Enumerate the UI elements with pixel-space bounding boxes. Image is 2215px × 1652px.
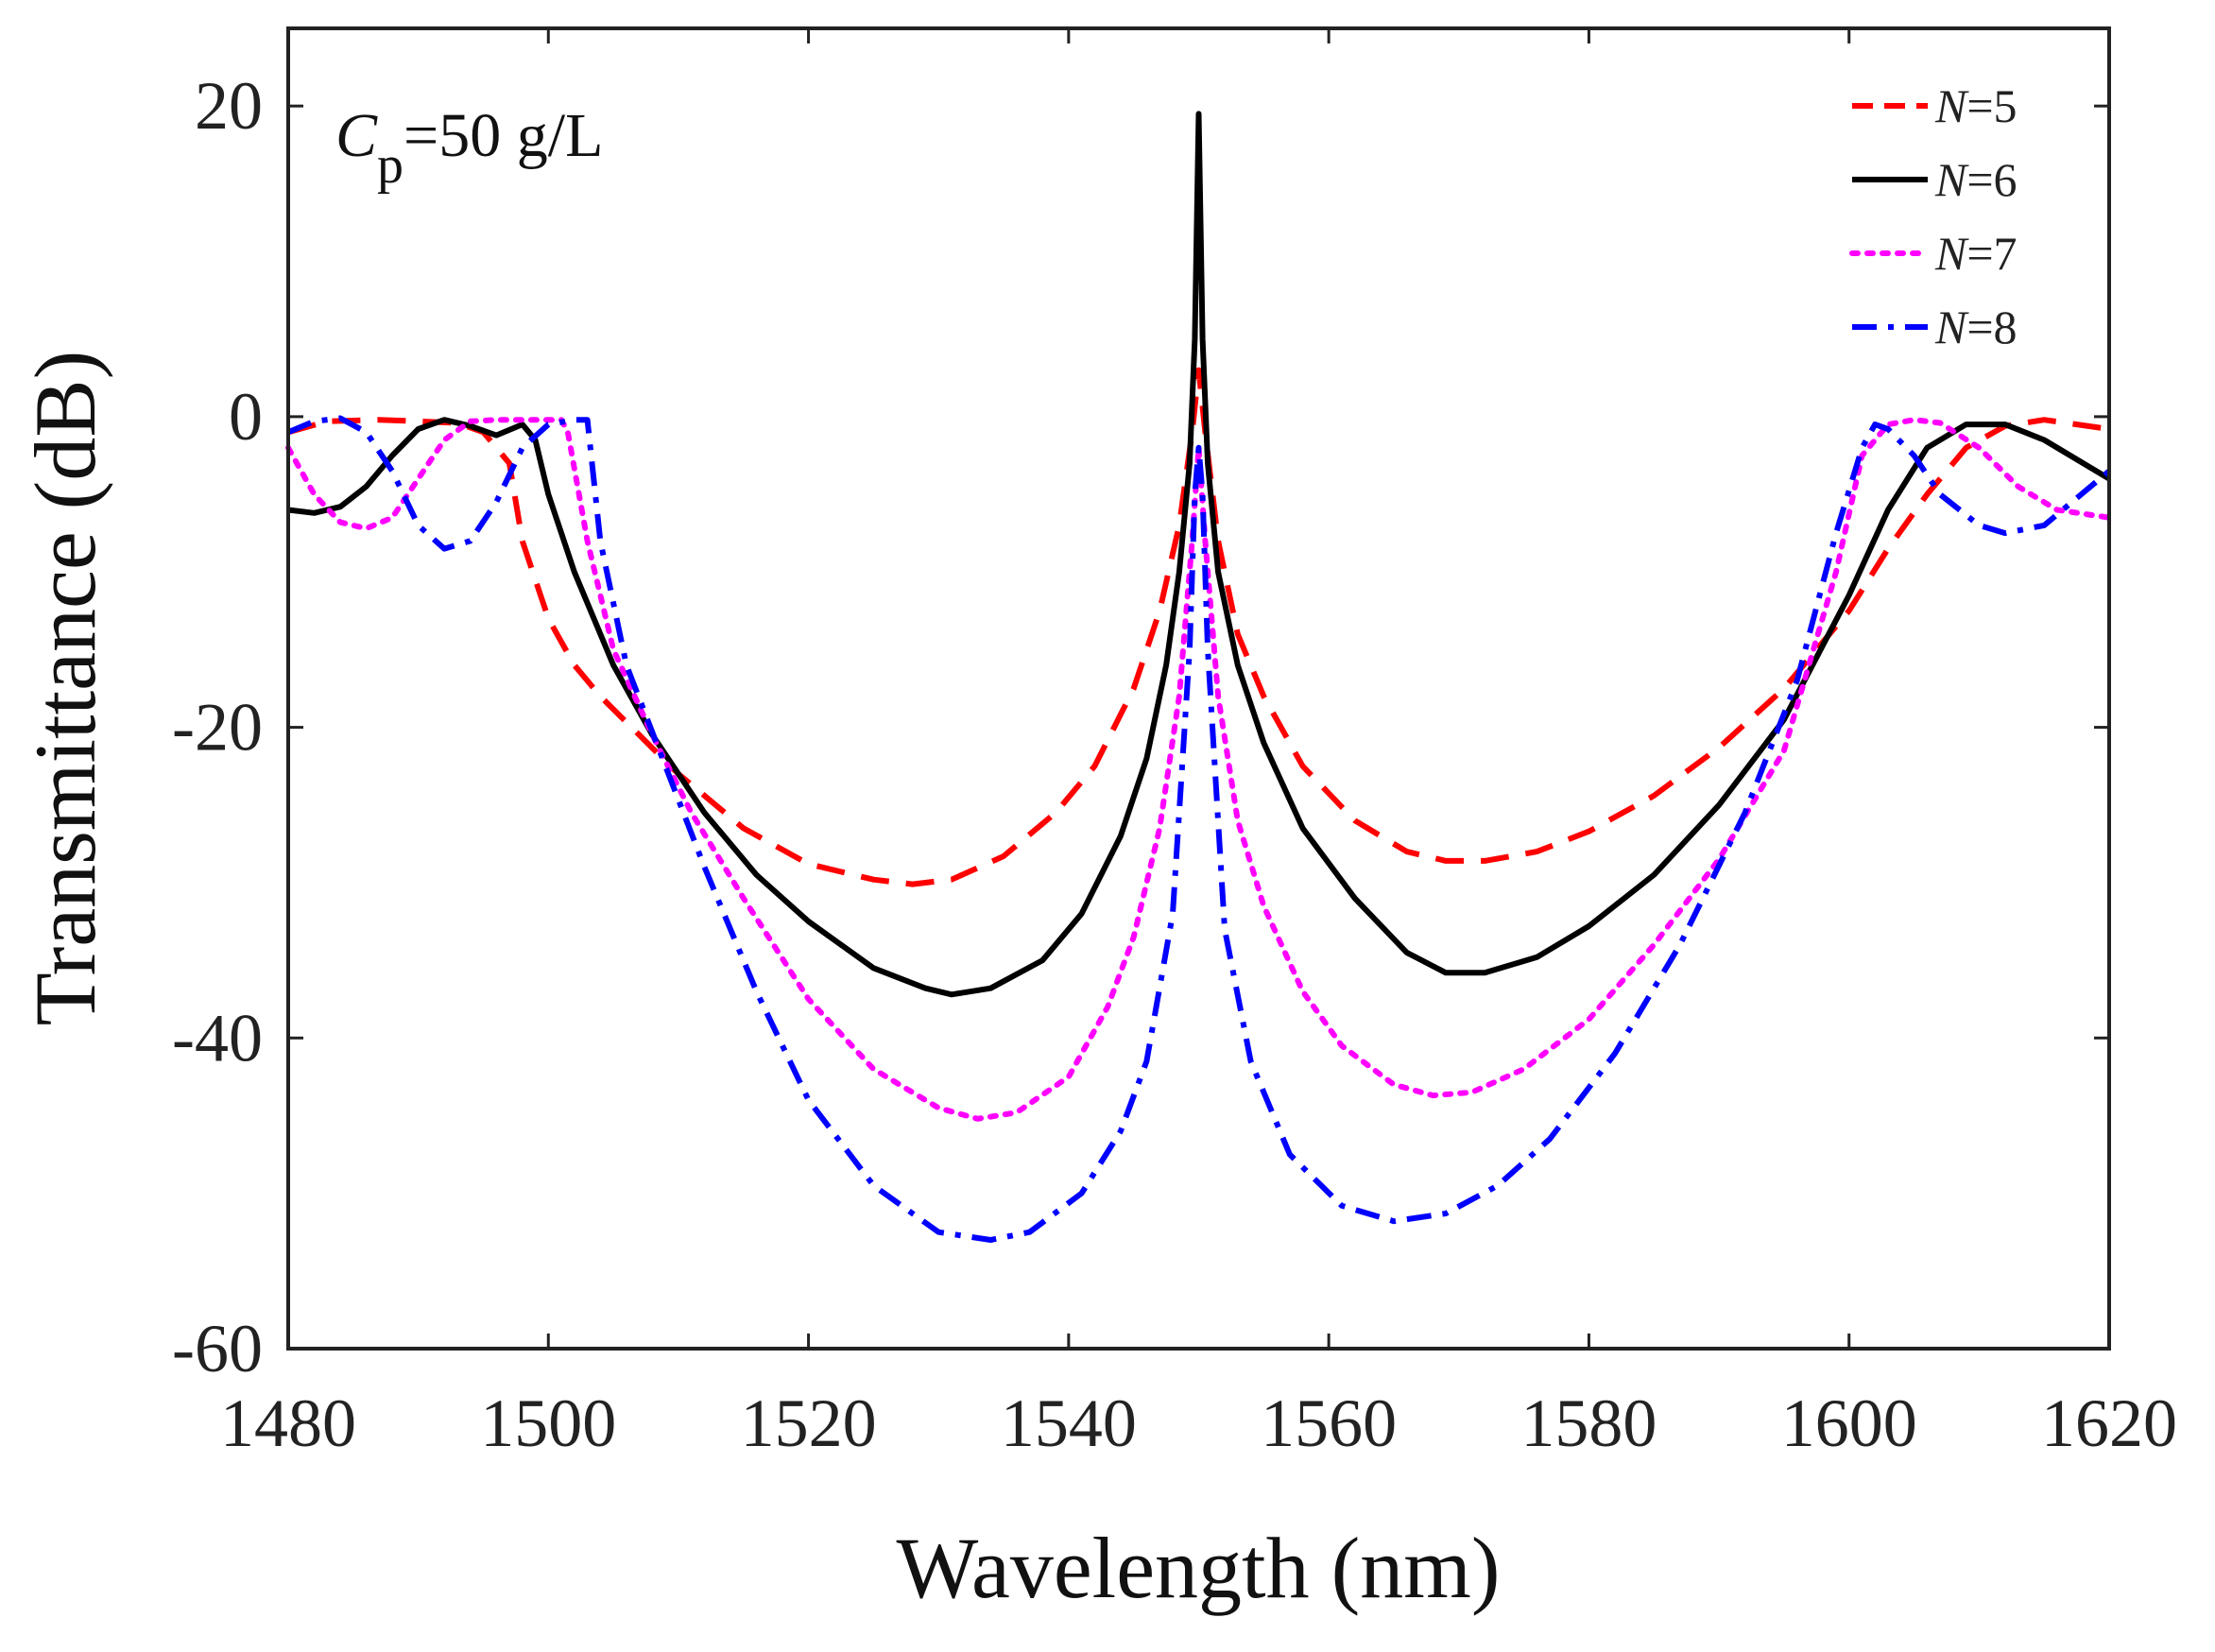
x-tick-label: 1520 (741, 1385, 877, 1461)
x-axis-title: Wavelength (nm) (897, 1520, 1501, 1616)
annotation-symbol: C (335, 101, 378, 170)
x-tick-label: 1600 (1781, 1385, 1917, 1461)
legend-label: N=8 (1934, 301, 2018, 353)
y-axis-title: Transmittance (dB) (17, 351, 113, 1026)
legend-label-val: =7 (1966, 227, 2017, 280)
x-tick-label: 1500 (480, 1385, 616, 1461)
concentration-annotation: Cp=50 g/L (335, 101, 603, 195)
y-tick-label: 0 (229, 379, 263, 455)
series-line-n5 (287, 367, 2110, 887)
y-tick-label: -40 (172, 1000, 263, 1076)
y-tick-label: -20 (172, 690, 263, 766)
legend-label-val: =8 (1966, 301, 2017, 353)
legend-label-var: N (1934, 153, 1969, 206)
legend-label-var: N (1934, 227, 1969, 280)
legend-label-val: =5 (1966, 79, 2017, 132)
legend: N=5N=6N=7N=8 (1849, 79, 2018, 353)
legend-label-var: N (1934, 301, 1969, 353)
ticks-layer: 1480 1500 1520 1540 1560 1580 1600 1620 -60 -40 -2… (172, 28, 2177, 1461)
series-layer (285, 111, 2112, 1243)
x-tick-label: 1560 (1261, 1385, 1397, 1461)
legend-label-var: N (1934, 79, 1969, 132)
legend-label: N=5 (1934, 79, 2018, 132)
y-tick-label: 20 (195, 68, 263, 144)
x-tick-label: 1480 (220, 1385, 356, 1461)
plot-frame (286, 26, 2111, 1351)
x-tick-label: 1540 (1001, 1385, 1137, 1461)
x-tick-label: 1620 (2041, 1385, 2177, 1461)
series-line-n7 (285, 417, 2112, 1122)
annotation-subscript: p (377, 136, 404, 195)
legend-label-val: =6 (1966, 153, 2017, 206)
legend-label: N=6 (1934, 153, 2018, 206)
series-line-n8 (286, 415, 2111, 1243)
legend-label: N=7 (1934, 227, 2018, 280)
series-line-n6 (287, 111, 2111, 998)
y-tick-label: -60 (172, 1311, 263, 1386)
x-tick-label: 1580 (1520, 1385, 1657, 1461)
annotation-value: =50 g/L (404, 101, 603, 170)
